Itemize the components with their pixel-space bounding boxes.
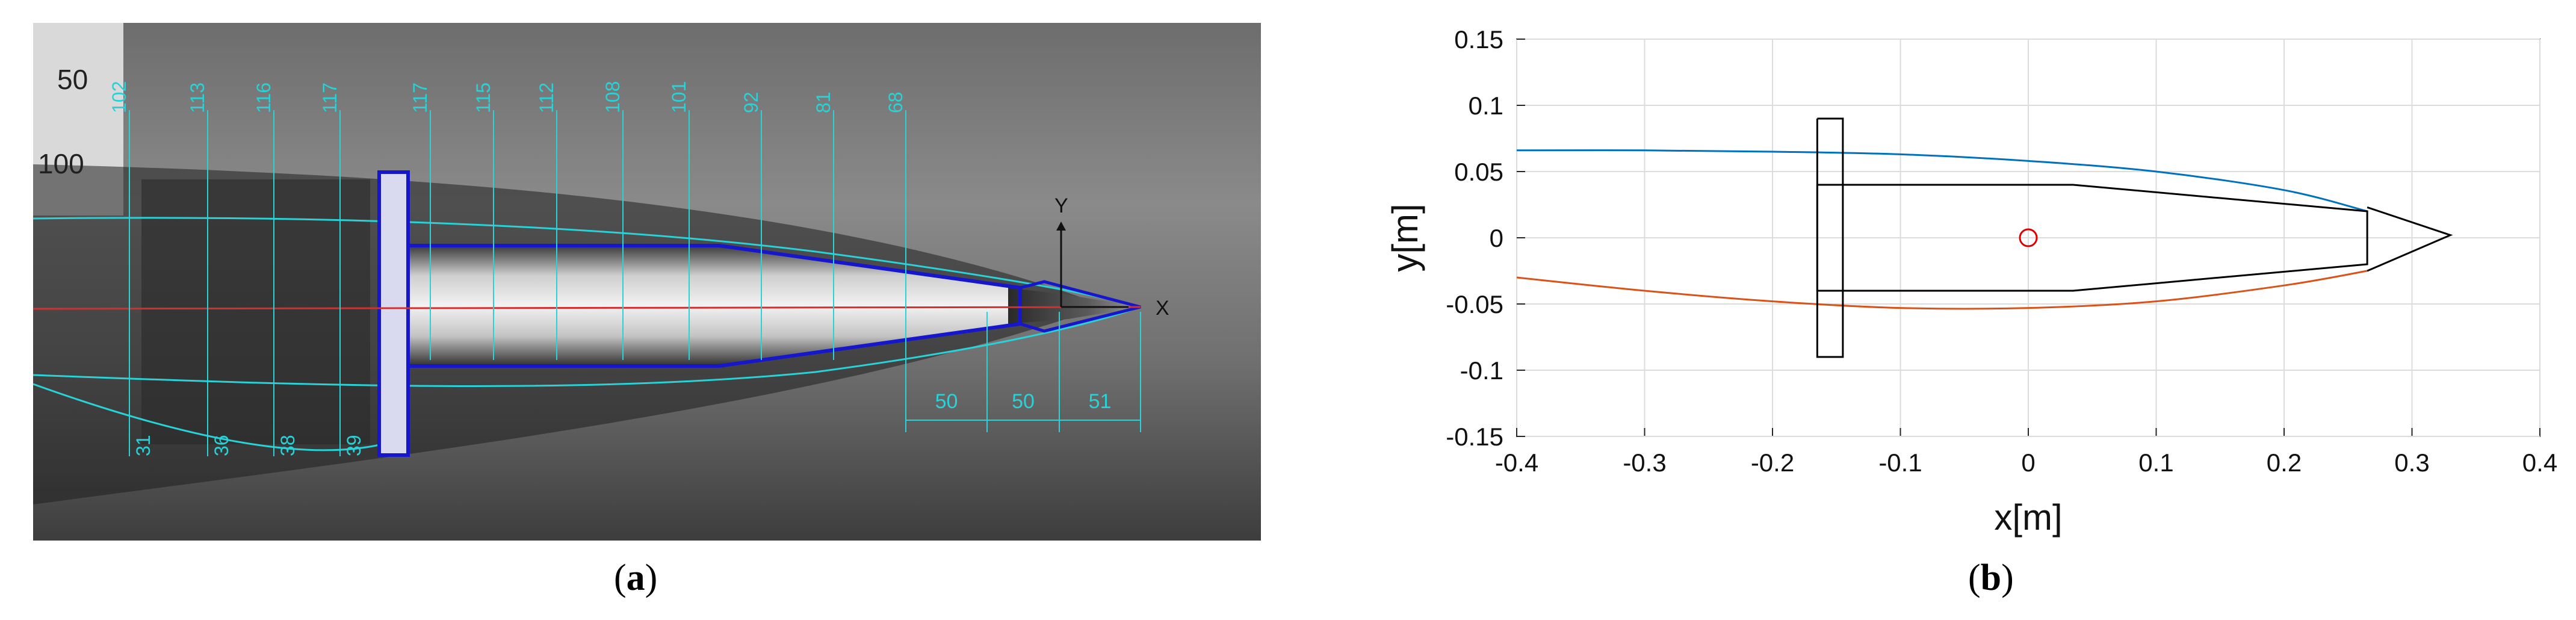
upper-dimension-label: 116 [253,82,274,113]
upper-dimension-label: 101 [668,81,690,113]
y-tick-label: 0 [1490,224,1503,252]
photo-figure: 50 100 Y X 102 113 116 117 117 115 112 108 101 92… [33,23,1261,541]
y-arrow-head-icon [1056,222,1066,231]
fin-outline-line [1816,117,1844,358]
upper-dimension-label: 112 [536,82,557,113]
x-tick-label: -0.2 [1751,448,1794,477]
cavity-contour-lower [33,306,1141,387]
upper-dimension-label: 81 [813,91,834,113]
upper-dimension-group: 102 113 116 117 117 115 112 108 101 92 81 68 [108,81,906,360]
chart-panel: -0.4 -0.3 -0.2 -0.1 0 0.1 0.2 0.3 0.4 0.15 0.1 0.0… [1372,12,2570,554]
x-tick-labels: -0.4 -0.3 -0.2 -0.1 0 0.1 0.2 0.3 0.4 [1495,448,2557,477]
x-tick-label: 0.3 [2394,448,2429,477]
upper-dimension-label: 117 [319,82,341,113]
x-tick-label: -0.3 [1623,448,1666,477]
model-axis-line [33,306,1141,310]
photo-y-axis-label: Y [1054,194,1068,217]
y-tick-label: 0.1 [1469,91,1503,120]
sublabel-a: (a) [614,557,658,598]
y-tick-labels: 0.15 0.1 0.05 0 -0.05 -0.1 -0.15 [1446,25,1503,451]
center-of-mass-marker [2019,228,2038,247]
x-axis-title: x[m] [1994,497,2062,538]
x-tick-label: 0.4 [2522,448,2557,477]
center-marker-group [2019,228,2038,247]
y-tick-label: -0.05 [1446,290,1503,318]
model-outline-lines [1816,117,2453,358]
lower-dimension-group: 31 36 38 39 [129,360,365,456]
cavity-contour-upper [33,217,1141,308]
upper-dimension-label: 108 [602,81,624,113]
projectile-nose [1008,288,1141,324]
y-tick-label: -0.1 [1460,356,1503,385]
lower-cavity-line [1516,270,2368,310]
sublabel-a-letter: a [626,557,645,598]
sublabel-b-letter: b [1980,557,2002,598]
x-tick-label: 0 [2021,448,2035,477]
chart-figure: -0.4 -0.3 -0.2 -0.1 0 0.1 0.2 0.3 0.4 0.15 0.1 0.0… [1385,25,2557,538]
upper-dimension-label: 102 [108,81,130,113]
x-tick-label: 0.1 [2138,448,2173,477]
lower-dimension-label: 36 [211,435,232,456]
length-dimension-label: 50 [935,390,958,413]
upper-dimension-label: 117 [409,82,431,113]
sublabel-b: (b) [1968,557,2014,598]
cavity-contour-wake [33,383,383,451]
upper-dimension-label: 115 [472,82,494,113]
cavitator-outline-line [2367,206,2453,272]
x-tick-label: -0.4 [1495,448,1538,477]
upper-dimension-label: 113 [187,82,208,113]
ruler-label-50: 50 [57,64,88,95]
fin-outline [377,170,410,457]
y-tick-label: -0.15 [1446,423,1503,451]
upper-dimension-label: 92 [740,91,762,113]
y-tick-label: 0.15 [1454,25,1503,54]
lower-dimension-label: 39 [343,435,365,456]
y-tick-label: 0.05 [1454,158,1503,186]
x-tick-label: 0.2 [2267,448,2302,477]
lower-dimension-label: 38 [277,435,299,456]
length-dimension-label: 50 [1012,390,1035,413]
photo-x-axis-label: X [1156,297,1169,320]
length-dimension-group: 50 50 51 [905,312,1141,432]
grid [1516,39,2540,437]
projectile-body [382,246,1008,366]
upper-dimension-label: 68 [885,91,906,113]
upper-cavity-line [1516,149,2368,212]
lower-dimension-label: 31 [132,435,154,456]
x-tick-label: -0.1 [1878,448,1922,477]
wake-region [141,179,370,444]
photo-panel: 50 100 Y X 102 113 116 117 117 115 112 108 101 92… [33,23,1261,541]
y-axis-title: y[m] [1385,203,1425,271]
series-lines [1516,149,2368,310]
length-dimension-label: 51 [1089,390,1112,413]
